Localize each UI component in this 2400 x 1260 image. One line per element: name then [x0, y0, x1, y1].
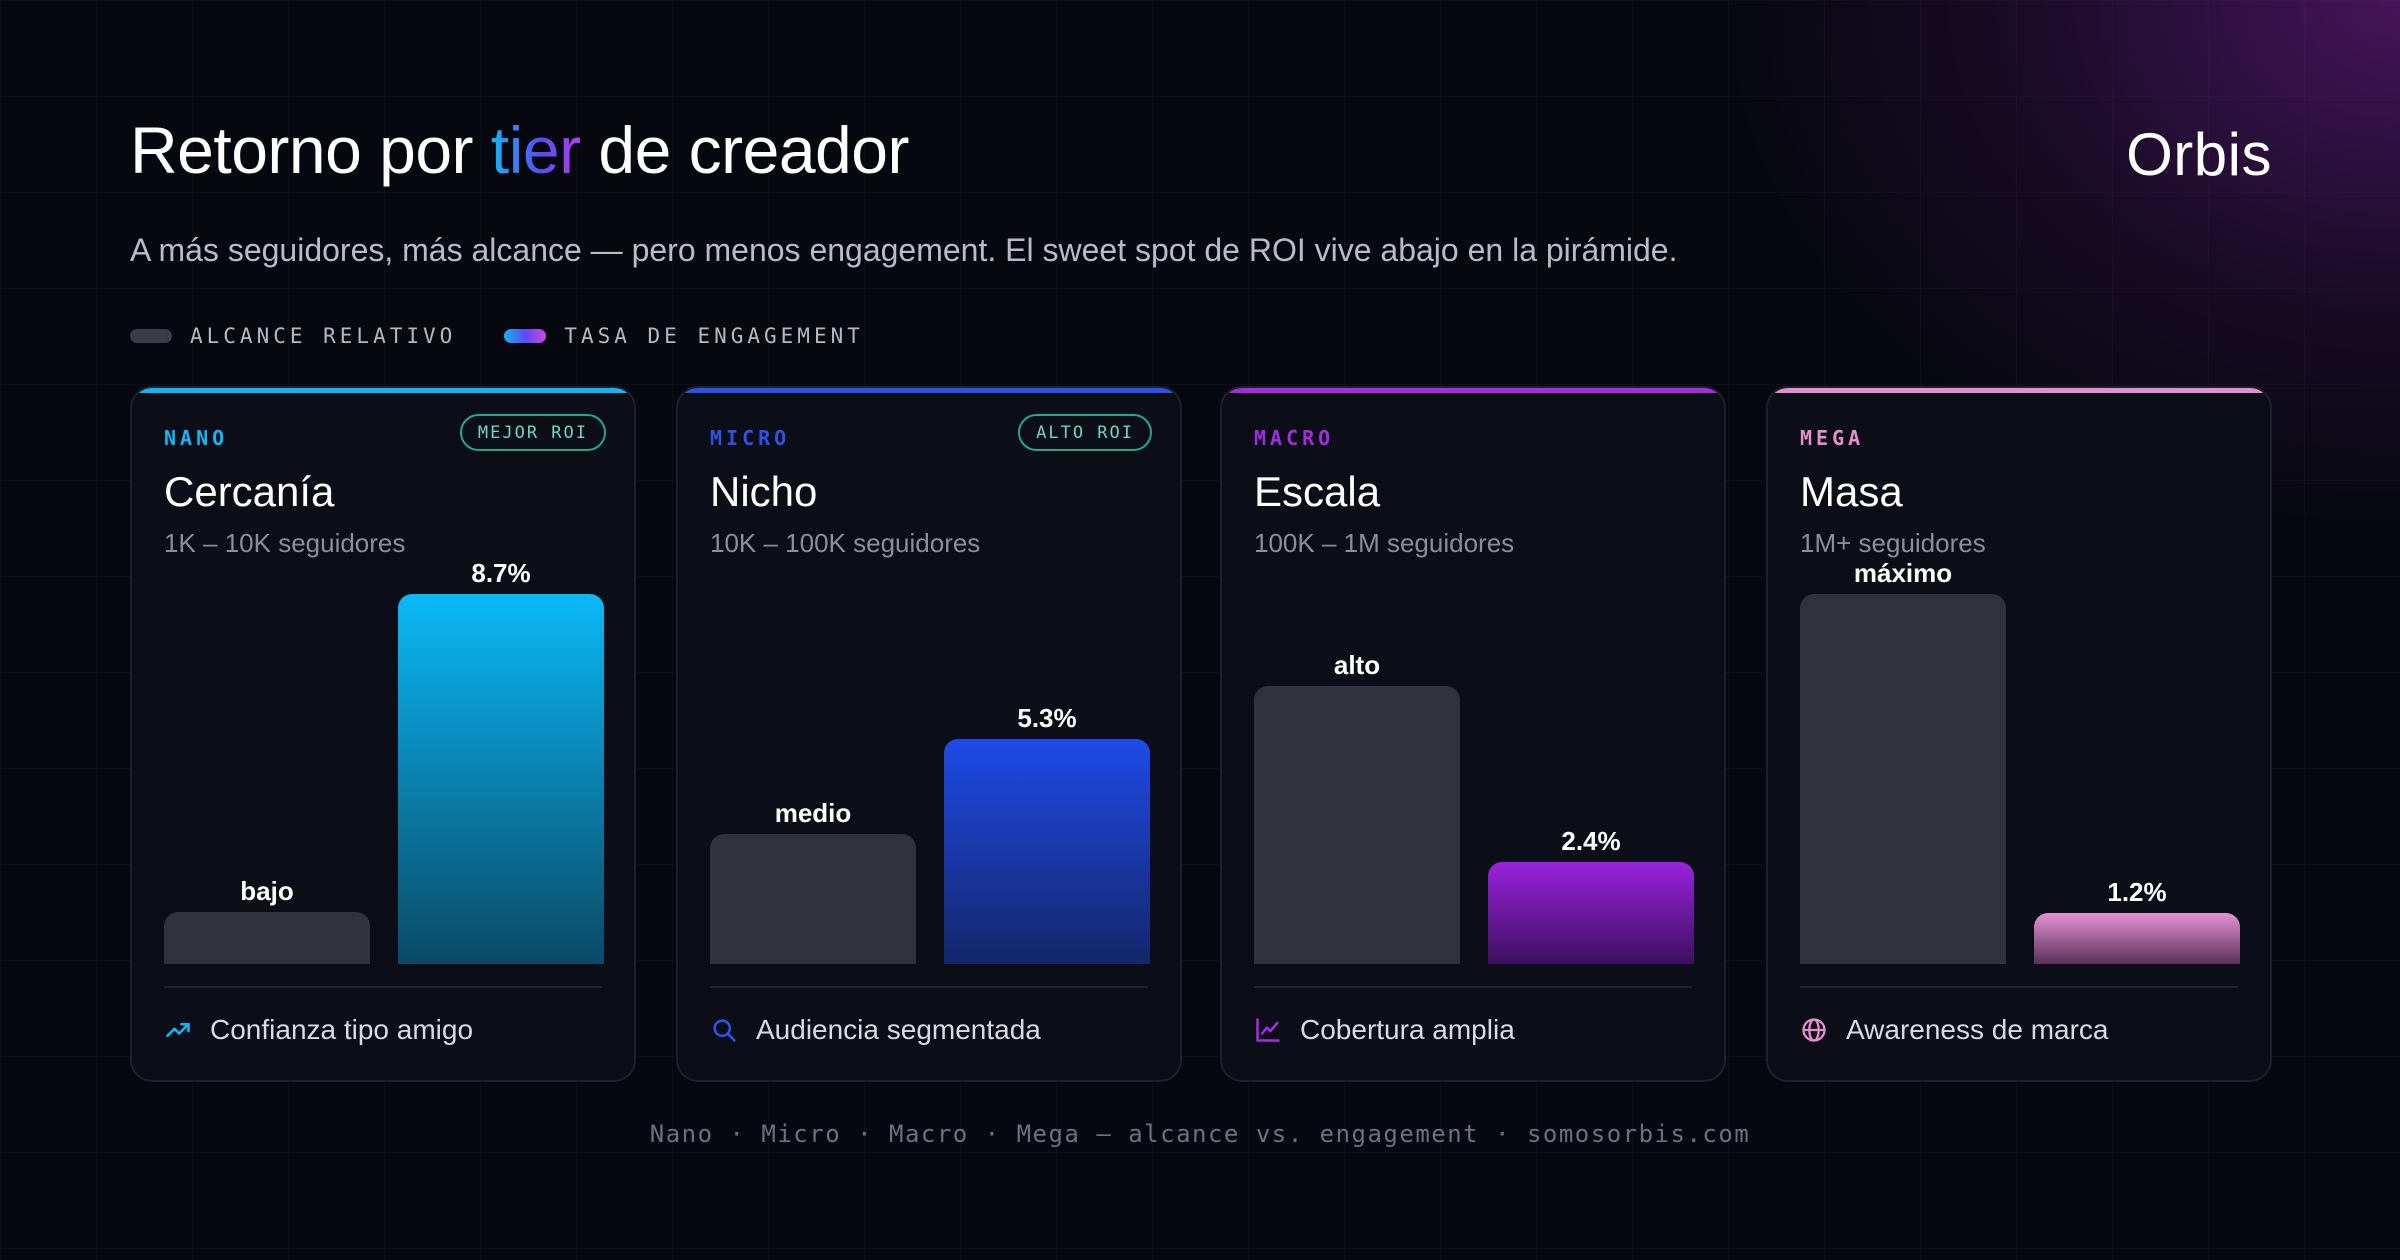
card-footer-label: Confianza tipo amigo	[210, 1014, 474, 1045]
chart-legend: ALCANCE RELATIVO TASA DE ENGAGEMENT	[130, 324, 864, 348]
card-divider	[1254, 986, 1692, 988]
roi-badge: ALTO ROI	[1018, 414, 1152, 451]
card-footer: Audiencia segmentada	[710, 1014, 1041, 1046]
engagement-bar	[2034, 913, 2240, 964]
card-accent-bar	[1222, 388, 1724, 393]
roi-badge: MEJOR ROI	[459, 414, 606, 451]
follower-range: 1M+ seguidores	[1800, 528, 1986, 558]
legend-swatch-engagement	[504, 329, 547, 343]
card-footer: Confianza tipo amigo	[164, 1014, 473, 1046]
title-prefix: Retorno por	[130, 113, 491, 187]
tier-name: Nicho	[710, 468, 818, 515]
card-accent-bar	[1768, 388, 2270, 393]
tier-label: MACRO	[1254, 426, 1335, 450]
tier-card-micro: MICRO ALTO ROI Nicho 10K – 100K seguidores m…	[676, 386, 1182, 1082]
engagement-bar	[1488, 862, 1694, 964]
globe-icon	[1802, 1018, 1826, 1042]
trending-up-icon	[166, 1022, 190, 1038]
engagement-label: 8.7%	[471, 558, 531, 588]
page-title: Retorno por tier de creador	[130, 112, 909, 188]
card-footer-label: Audiencia segmentada	[756, 1014, 1041, 1045]
tier-name: Escala	[1254, 468, 1381, 515]
tier-label: NANO	[164, 426, 229, 450]
engagement-bar	[944, 739, 1150, 964]
engagement-bar	[398, 594, 604, 964]
tier-label: MEGA	[1800, 426, 1865, 450]
card-accent-bar	[132, 388, 634, 393]
reach-bar	[710, 834, 916, 964]
reach-label: alto	[1333, 650, 1381, 680]
legend-item-engagement: TASA DE ENGAGEMENT	[504, 324, 864, 348]
tier-name: Cercanía	[164, 468, 335, 515]
tier-name: Masa	[1800, 468, 1903, 515]
reach-bar	[1254, 686, 1460, 964]
title-suffix: de creador	[580, 113, 909, 187]
legend-label-reach: ALCANCE RELATIVO	[190, 324, 457, 348]
tier-card-mega: MEGA Masa 1M+ seguidores máximo 1.2% Awarenes…	[1766, 386, 2272, 1082]
reach-bar	[1800, 594, 2006, 964]
page-subtitle: A más seguidores, más alcance — pero men…	[130, 232, 1678, 268]
brand-logo: Orbis	[2126, 121, 2272, 188]
card-footer: Awareness de marca	[1800, 1014, 2109, 1046]
reach-label: máximo	[1853, 558, 1953, 588]
legend-label-engagement: TASA DE ENGAGEMENT	[564, 324, 864, 348]
reach-label: bajo	[240, 876, 294, 906]
title-accent: tier	[490, 113, 581, 187]
legend-swatch-reach	[130, 329, 172, 343]
card-footer-label: Cobertura amplia	[1300, 1014, 1515, 1045]
legend-item-reach: ALCANCE RELATIVO	[130, 324, 456, 348]
card-footer: Cobertura amplia	[1254, 1014, 1515, 1046]
line-chart-icon	[1256, 1018, 1280, 1042]
reach-label: medio	[774, 798, 852, 828]
tier-card-nano: NANO MEJOR ROI Cercanía 1K – 10K seguidores…	[130, 386, 636, 1082]
engagement-label: 2.4%	[1561, 826, 1621, 856]
engagement-label: 1.2%	[2107, 877, 2167, 907]
search-icon	[713, 1019, 736, 1042]
card-divider	[164, 986, 602, 988]
reach-bar	[164, 912, 370, 964]
follower-range: 100K – 1M seguidores	[1254, 528, 1515, 558]
card-accent-bar	[678, 388, 1180, 393]
card-footer-label: Awareness de marca	[1846, 1014, 2109, 1045]
card-divider	[710, 986, 1148, 988]
follower-range: 1K – 10K seguidores	[164, 528, 406, 558]
tier-label: MICRO	[710, 426, 791, 450]
footer-caption: Nano · Micro · Macro · Mega — alcance vs…	[649, 1120, 1751, 1148]
card-divider	[1800, 986, 2238, 988]
engagement-label: 5.3%	[1017, 703, 1077, 733]
tier-card-macro: MACRO Escala 100K – 1M seguidores alto 2.4% C…	[1220, 386, 1726, 1082]
follower-range: 10K – 100K seguidores	[710, 528, 981, 558]
